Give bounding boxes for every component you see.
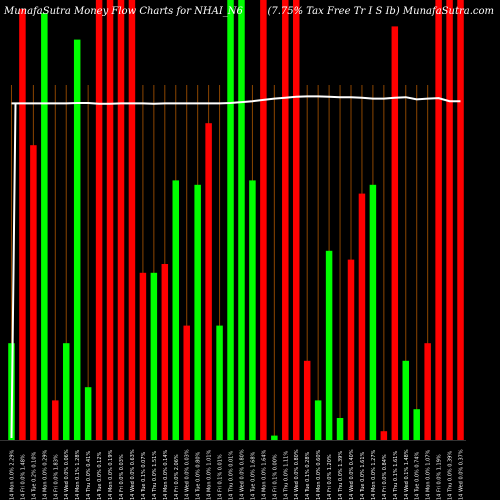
bar — [282, 0, 289, 440]
x-tick-label: 14 Mon 0.0% 0.14% — [163, 449, 169, 500]
bar — [314, 400, 322, 440]
x-tick-label: 14 Wed 0.0% 0.37% — [459, 449, 465, 500]
x-tick-label: 14 Mon 0.0% 1.64% — [261, 449, 267, 500]
bar — [358, 193, 366, 440]
bar — [435, 0, 442, 440]
x-tick-label: 14 Thu 0.1% 1.61% — [393, 451, 399, 500]
bar — [369, 184, 377, 440]
bar — [128, 0, 136, 440]
bar — [249, 180, 256, 440]
x-tick-label: 14 Tue 0.1% 0.07% — [141, 451, 147, 500]
x-tick-label: 14 Thu 0.0% 1.11% — [283, 451, 289, 500]
bar — [62, 343, 70, 440]
chart-subtitle: (7.75% Tax Free Tr I S Ib) MunafaSutra.c… — [267, 6, 494, 17]
bar — [19, 8, 26, 441]
bar — [41, 13, 48, 440]
bar — [73, 39, 81, 440]
bar — [216, 325, 223, 440]
x-tick-label: 14 Fri 0.0% 1.48% — [20, 454, 26, 500]
money-flow-line — [10, 95, 461, 439]
bar — [117, 0, 125, 440]
bar — [150, 272, 158, 440]
x-tick-label: 14 Fri 0.1% 0.01% — [218, 454, 224, 500]
bar — [95, 0, 103, 440]
bar — [424, 343, 431, 440]
x-tick-label: 14 Wed 0.0% 0.03% — [185, 449, 191, 500]
x-tick-label: 14 Mon 0.0% 2.29% — [9, 449, 15, 500]
bar — [391, 26, 399, 441]
bar — [380, 431, 388, 440]
bar — [172, 180, 180, 440]
x-tick-label: 14 Wed 0.0% 0.80% — [294, 449, 300, 500]
bar — [238, 0, 245, 440]
x-tick-label: 14 Fri 0.1% 0.00% — [272, 454, 278, 500]
x-tick-label: 14 Wed 0.0% 0.63% — [130, 449, 136, 500]
x-tick-label: 14 Thu 0.0% 0.41% — [86, 451, 92, 500]
x-tick-label: 14 Tue 0.0% 0.12% — [97, 451, 103, 500]
bar — [292, 0, 300, 440]
bar — [325, 250, 333, 440]
bar — [446, 0, 453, 440]
x-tick-label: 14 Tue 0.2% 0.10% — [31, 451, 37, 500]
bar — [30, 145, 37, 440]
bar — [347, 259, 355, 440]
x-tick-label: 14 Thu 0.0% 0.39% — [448, 451, 454, 500]
bar — [52, 400, 59, 440]
bar — [260, 0, 267, 440]
x-tick-label: 14 Fri 0.0% 1.20% — [327, 454, 333, 500]
bar — [227, 0, 234, 440]
bar — [161, 264, 169, 440]
x-tick-label: 14 Wed 0.0% 0.80% — [239, 449, 245, 500]
x-tick-label: 14 Mon 0.0% 1.07% — [426, 449, 432, 500]
x-tick-label: 14 Mon 0.0% 1.27% — [371, 449, 377, 500]
bar — [106, 0, 114, 440]
x-tick-label: 14 Mon 0.0% 0.29% — [42, 449, 48, 500]
x-tick-label: 14 Fri 0.0% 1.19% — [437, 454, 443, 500]
bar — [303, 360, 311, 440]
x-tick-label: 14 Tue 0.0% 0.74% — [415, 451, 421, 500]
x-tick-label: 14 Tue 0.0% 1.68% — [250, 451, 256, 500]
x-tick-label: 14 Thu 0.0% 0.01% — [229, 451, 235, 500]
bar — [84, 387, 92, 440]
x-tick-label: 14 Thu 0.0% 1.39% — [338, 451, 344, 500]
x-tick-label: 14 Thu 0.0% 1.51% — [152, 451, 158, 500]
bar — [183, 325, 190, 440]
x-tick-label: 14 Wed 0.0% 0.40% — [349, 449, 355, 500]
bar — [402, 360, 410, 440]
x-tick-label: 14 Mon 0.0% 1.01% — [207, 449, 213, 500]
x-tick-label: 14 Tue 0.1% 0.28% — [305, 451, 311, 500]
x-tick-label: 14 Fri 0.0% 0.03% — [119, 454, 125, 500]
bar — [194, 184, 201, 440]
bar — [336, 418, 344, 440]
x-tick-label: 14 Mon 0.0% 0.19% — [108, 449, 114, 500]
x-tick-label: 14 Wed 0.0% 0.06% — [64, 449, 70, 500]
x-tick-label: 14 Mon 0.1% 1.28% — [75, 449, 81, 500]
x-tick-label: 14 Fri 0.0% 1.83% — [53, 454, 59, 500]
x-tick-label: 14 Fri 0.0% 2.06% — [174, 454, 180, 500]
bar — [457, 0, 464, 440]
bar — [413, 409, 420, 440]
bar — [271, 435, 278, 440]
x-tick-label: 14 Tue 0.0% 0.80% — [196, 451, 202, 500]
x-tick-label: 14 Tue 0.0% 1.61% — [360, 451, 366, 500]
x-tick-label: 14 Wed 0.1% 1.48% — [404, 449, 410, 500]
x-tick-label: 14 Fri 0.0% 0.84% — [382, 454, 388, 500]
bar — [139, 272, 147, 440]
x-tick-label: 14 Mon 0.0% 0.60% — [316, 449, 322, 500]
chart-title: MunafaSutra Money Flow Charts for NHAI_N… — [4, 6, 243, 17]
bar — [205, 123, 212, 440]
